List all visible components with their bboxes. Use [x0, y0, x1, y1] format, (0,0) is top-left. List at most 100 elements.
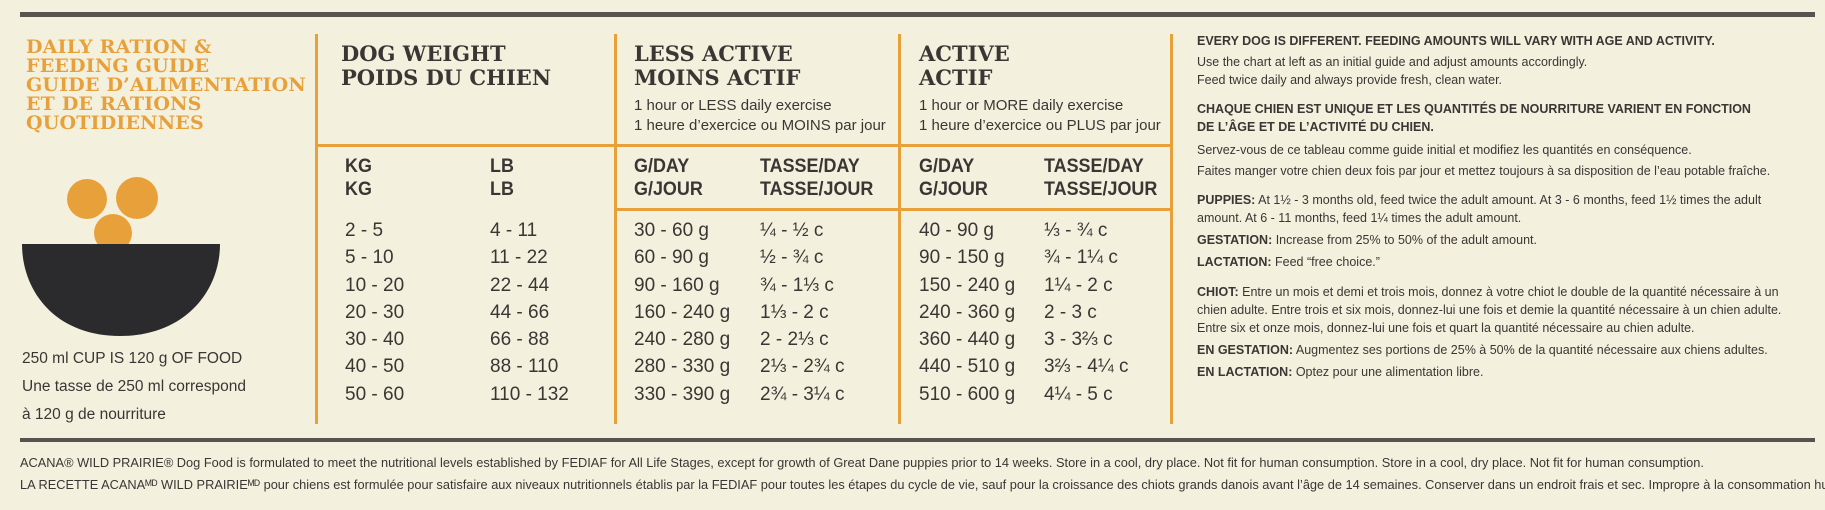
column-header-line: G/DAY: [634, 155, 690, 177]
title-line: QUOTIDIENNES: [26, 112, 204, 134]
active-cup-column: ⅓ - ¾ c ¾ - 1¼ c 1¼ - 2 c 2 - 3 c 3 - 3⅔…: [1044, 217, 1129, 408]
table-cell: 2 - 2⅓ c: [760, 329, 829, 351]
column-header-line: TASSE/DAY: [760, 155, 860, 177]
header-rule: [315, 144, 1173, 147]
feeding-notes: EVERY DOG IS DIFFERENT. FEEDING AMOUNTS …: [1197, 32, 1807, 381]
table-cell: 2¾ - 3¼ c: [760, 383, 845, 405]
lb-column-header: LB LB: [490, 155, 514, 201]
puppies-text: At 1½ - 3 months old, feed twice the adu…: [1255, 193, 1762, 207]
table-cell: 11 - 22: [490, 247, 548, 269]
kg-column: 2 - 5 5 - 10 10 - 20 20 - 30 30 - 40 40 …: [345, 217, 404, 408]
table-cell: 30 - 40: [345, 329, 405, 351]
column-header-line: TASSE/DAY: [1044, 155, 1144, 177]
header-line: ACTIVE: [919, 41, 1010, 66]
en-lactation-note: EN LACTATION: Optez pour une alimentatio…: [1197, 363, 1807, 381]
french-heading: DE L’ÂGE ET DE L’ACTIVITÉ DU CHIEN.: [1197, 120, 1434, 134]
header-line: LESS ACTIVE: [634, 41, 793, 66]
note-line: Feed twice daily and always provide fres…: [1197, 73, 1503, 87]
less-active-header: LESS ACTIVE MOINS ACTIF: [634, 42, 800, 90]
table-cell: 1¼ - 2 c: [1044, 274, 1113, 296]
table-cell: 3 - 3⅔ c: [1044, 329, 1113, 351]
footer-french: LA RECETTE ACANAᴹᴰ WILD PRAIRIEᴹᴰ pour c…: [20, 477, 1825, 492]
gestation-text: Increase from 25% to 50% of the adult am…: [1272, 233, 1537, 247]
note-line: amount. At 6 - 11 months, feed 1¼ times …: [1197, 211, 1522, 225]
active-g-column: 40 - 90 g 90 - 150 g 150 - 240 g 240 - 3…: [919, 217, 1015, 408]
table-cell: 440 - 510 g: [919, 356, 1016, 378]
header-line: ACTIF: [919, 65, 993, 90]
column-header-line: LB: [490, 155, 514, 177]
table-cell: 4¼ - 5 c: [1044, 383, 1113, 405]
note-line: Servez-vous de ce tableau comme guide in…: [1197, 143, 1692, 157]
subtitle-line: 1 hour or LESS daily exercise: [634, 97, 832, 114]
table-cell: 150 - 240 g: [919, 274, 1016, 296]
top-rule: [20, 12, 1815, 17]
table-cell: 10 - 20: [345, 274, 405, 296]
lb-column: 4 - 11 11 - 22 22 - 44 44 - 66 66 - 88 8…: [490, 217, 569, 408]
food-bowl-icon: [22, 177, 220, 336]
puppies-note: PUPPIES: At 1½ - 3 months old, feed twic…: [1197, 191, 1807, 209]
column-header-line: G/JOUR: [634, 178, 703, 200]
cup-note-line: 250 ml CUP IS 120 g OF FOOD: [22, 350, 243, 367]
en-gestation-text: Augmentez ses portions de 25% à 50% de l…: [1293, 343, 1768, 357]
divider-line: [898, 34, 901, 424]
dog-weight-header: DOG WEIGHT POIDS DU CHIEN: [341, 42, 551, 90]
column-header-line: G/JOUR: [919, 178, 988, 200]
table-cell: ¾ - 1⅓ c: [760, 274, 834, 296]
table-cell: 280 - 330 g: [634, 356, 731, 378]
table-cell: 240 - 360 g: [919, 301, 1016, 323]
cup-note-line: à 120 g de nourriture: [22, 406, 166, 423]
table-cell: 66 - 88: [490, 329, 550, 351]
less-cup-column-header: TASSE/DAY TASSE/JOUR: [760, 155, 873, 201]
note-line: Entre six et onze mois, donnez-lui une f…: [1197, 321, 1695, 335]
table-cell: 2 - 3 c: [1044, 301, 1097, 323]
active-subtitle: 1 hour or MORE daily exercise 1 heure d’…: [919, 96, 1161, 136]
table-cell: 44 - 66: [490, 301, 550, 323]
table-cell: 360 - 440 g: [919, 329, 1016, 351]
chiot-text: Entre un mois et demi et trois mois, don…: [1238, 285, 1779, 299]
note-line: Use the chart at left as an initial guid…: [1197, 55, 1588, 69]
table-cell: ½ - ¾ c: [760, 247, 824, 269]
table-cell: 2⅓ - 2¾ c: [760, 356, 845, 378]
table-cell: 90 - 150 g: [919, 247, 1005, 269]
table-cell: 20 - 30: [345, 301, 405, 323]
column-header-rule: [898, 208, 1173, 211]
table-cell: 22 - 44: [490, 274, 550, 296]
feeding-guide-title: DAILY RATION & FEEDING GUIDE GUIDE D’ALI…: [26, 38, 326, 133]
lactation-label: LACTATION:: [1197, 255, 1272, 269]
header-line: MOINS ACTIF: [634, 65, 801, 90]
kg-column-header: KG KG: [345, 155, 372, 201]
lactation-text: Feed “free choice.”: [1271, 255, 1380, 269]
table-cell: 2 - 5: [345, 220, 384, 241]
table-cell: 1⅓ - 2 c: [760, 301, 829, 323]
title-line: ET DE RATIONS: [26, 93, 202, 115]
table-cell: 510 - 600 g: [919, 383, 1016, 405]
note-line: Faites manger votre chien deux fois par …: [1197, 164, 1771, 178]
note-line: chien adulte. Entre trois et six mois, d…: [1197, 303, 1782, 317]
column-header-rule: [614, 208, 900, 211]
column-header-line: G/DAY: [919, 155, 975, 177]
header-line: DOG WEIGHT: [341, 41, 506, 66]
table-cell: 240 - 280 g: [634, 329, 731, 351]
less-active-subtitle: 1 hour or LESS daily exercise 1 heure d’…: [634, 96, 886, 136]
table-cell: 110 - 132: [490, 383, 569, 405]
title-line: FEEDING GUIDE: [26, 55, 210, 77]
chiot-label: CHIOT:: [1197, 285, 1239, 299]
bottom-rule: [20, 438, 1815, 442]
subtitle-line: 1 hour or MORE daily exercise: [919, 97, 1124, 114]
cup-note-line: Une tasse de 250 ml correspond: [22, 378, 247, 395]
table-cell: 40 - 50: [345, 356, 405, 378]
column-header-line: KG: [345, 155, 372, 177]
en-gestation-label: EN GESTATION:: [1197, 343, 1294, 357]
divider-line: [614, 34, 617, 424]
column-header-line: KG: [345, 178, 372, 200]
table-cell: 3⅔ - 4¼ c: [1044, 356, 1129, 378]
lactation-note: LACTATION: Feed “free choice.”: [1197, 253, 1807, 271]
table-cell: 4 - 11: [490, 220, 538, 241]
en-gestation-note: EN GESTATION: Augmentez ses portions de …: [1197, 341, 1807, 359]
table-cell: 5 - 10: [345, 247, 394, 269]
divider-line: [315, 34, 318, 424]
table-cell: ¾ - 1¼ c: [1044, 247, 1118, 269]
footer-english: ACANA® WILD PRAIRIE® Dog Food is formula…: [20, 455, 1704, 470]
chiot-note: CHIOT: Entre un mois et demi et trois mo…: [1197, 283, 1807, 301]
table-cell: 330 - 390 g: [634, 383, 731, 405]
